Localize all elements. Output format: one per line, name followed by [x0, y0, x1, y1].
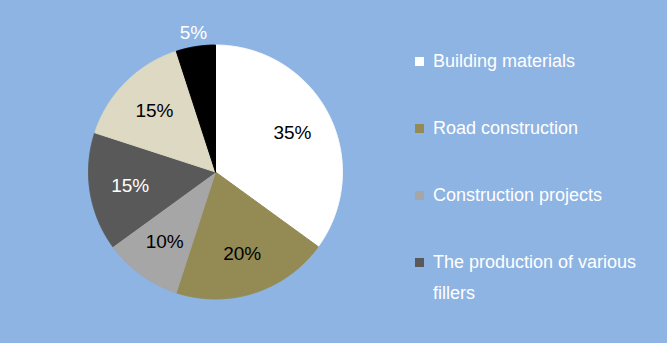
svg-text:15%: 15% — [111, 175, 149, 196]
html-text:Building materials: Building materials — [433, 51, 576, 71]
html-text:Road construction: Road construction — [433, 118, 579, 138]
svg-text:15%: 15% — [135, 100, 173, 121]
html-text:The production of various fill: The production of various fillers — [433, 252, 637, 303]
svg-text:20%: 20% — [223, 243, 261, 264]
svg-text:35%: 35% — [273, 122, 311, 143]
html-text:Construction projects: Construction projects — [433, 185, 603, 205]
svg-text:5%: 5% — [180, 22, 208, 43]
svg-text:10%: 10% — [146, 231, 184, 252]
